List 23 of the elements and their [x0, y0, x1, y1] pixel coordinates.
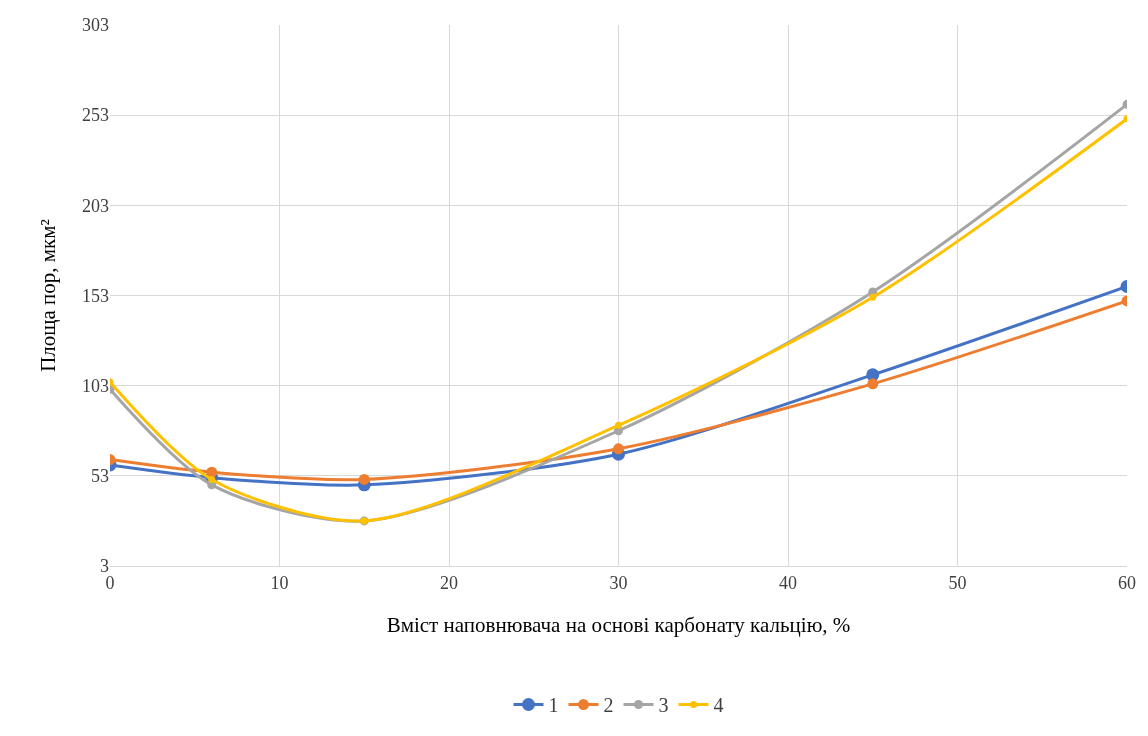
point — [867, 378, 879, 390]
y-tick-label: 153 — [82, 285, 109, 306]
x-tick-label: 10 — [270, 572, 289, 593]
x-tick-label: 40 — [779, 572, 797, 593]
x-tick-label: 50 — [948, 572, 967, 593]
legend-label: 3 — [658, 694, 669, 717]
y-tick-label: 103 — [82, 375, 109, 396]
x-tick-label: 30 — [609, 572, 628, 593]
point — [615, 421, 622, 429]
y-tick-label: 203 — [82, 195, 109, 216]
point — [869, 293, 877, 301]
x-tick-label: 60 — [1118, 572, 1136, 593]
y-tick-label: 253 — [82, 105, 109, 126]
legend-label: 4 — [713, 694, 724, 717]
legend-label: 1 — [548, 694, 559, 717]
y-axis-title: Площа пор, мкм² — [36, 219, 61, 372]
x-axis-title: Вміст наповнювача на основі карбонату кальцію, % — [386, 612, 851, 637]
point — [358, 473, 370, 485]
legend-label: 2 — [603, 694, 614, 717]
x-tick-label: 20 — [440, 572, 458, 593]
point — [613, 443, 624, 455]
y-tick-label: 53 — [91, 466, 109, 487]
y-tick-label: 303 — [82, 15, 109, 36]
